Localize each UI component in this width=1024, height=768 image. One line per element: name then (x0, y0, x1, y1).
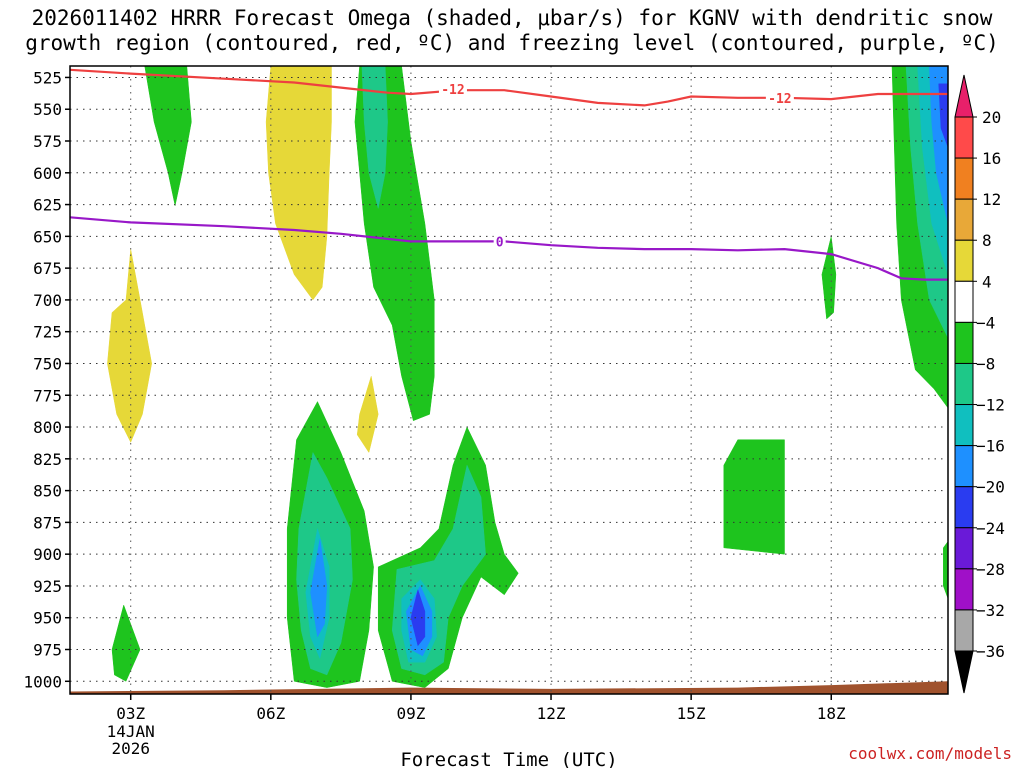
x-tick-label-18Z: 18Z (817, 704, 846, 723)
y-tick-label-575: 575 (33, 132, 62, 151)
omega-region-23 (938, 83, 948, 148)
y-tick-label-775: 775 (33, 386, 62, 405)
colorbar-bin-4-8 (954, 239, 974, 282)
x-tick-label-09Z: 09Z (396, 704, 425, 723)
title-line-1: 2026011402 HRRR Forecast Omega (shaded, … (31, 6, 993, 30)
colorbar-label--12: −12 (976, 396, 1005, 415)
colorbar-label-12: 12 (982, 190, 1001, 209)
omega-region-4 (107, 249, 152, 443)
y-tick-label-550: 550 (33, 100, 62, 119)
colorbar-bin--24--20 (954, 486, 974, 529)
colorbar-label--4: −4 (976, 313, 995, 332)
omega-region-14 (410, 588, 426, 647)
colorbar-bin--12--8 (954, 362, 974, 406)
chart-title: 2026011402 HRRR Forecast Omega (shaded, … (0, 6, 1024, 56)
colorbar-bin-16-20 (954, 116, 974, 159)
colorbar-bin--20--16 (954, 445, 974, 488)
colorbar-label--24: −24 (976, 519, 1005, 538)
colorbar-bin--4-4 (954, 280, 974, 323)
x-tick-label-06Z: 06Z (256, 704, 285, 723)
contour-label-2: 0 (496, 235, 504, 250)
y-tick-label-800: 800 (33, 418, 62, 437)
colorbar-label--32: −32 (976, 601, 1005, 620)
colorbar-label--8: −8 (976, 354, 995, 373)
plot-area: -12 -12 0 (70, 66, 948, 694)
colorbar-bottom-arrow (954, 650, 974, 694)
contour-0 (70, 216, 948, 281)
colorbar: 20 16 12 8 4 −4 −8 −12 −16 −20 −24 −28 −32 −36 (954, 74, 1005, 694)
y-tick-label-925: 925 (33, 577, 62, 596)
colorbar-bin-12-16 (954, 157, 974, 200)
omega-region-24 (943, 540, 948, 599)
colorbar-label-20: 20 (982, 108, 1001, 127)
colorbar-bin--8--4 (954, 321, 974, 364)
colorbar-top-arrow (954, 74, 974, 118)
y-tick-label-900: 900 (33, 545, 62, 564)
axes: 525 550 575 600 625 650 675 700 725 750 775 800 825 8… (23, 65, 949, 768)
y-tick-label-850: 850 (33, 482, 62, 501)
y-tick-label-950: 950 (33, 609, 62, 628)
y-tick-label-675: 675 (33, 259, 62, 278)
y-tick-label-600: 600 (33, 164, 62, 183)
omega-region-5 (356, 376, 379, 454)
y-tick-label-700: 700 (33, 291, 62, 310)
contour--12 (70, 68, 948, 107)
date-label-0: 14JAN (107, 722, 155, 741)
y-tick-label-725: 725 (33, 323, 62, 342)
x-axis-title: Forecast Time (UTC) (400, 749, 617, 768)
contour-label-bg-1 (765, 90, 794, 105)
colorbar-label--16: −16 (976, 437, 1005, 456)
colorbar-label-4: 4 (982, 272, 992, 291)
y-tick-label-650: 650 (33, 227, 62, 246)
title-line-2: growth region (contoured, red, ºC) and f… (25, 31, 999, 55)
omega-region-17 (821, 236, 837, 320)
y-tick-label-975: 975 (33, 641, 62, 660)
x-tick-label-03Z: 03Z (116, 704, 145, 723)
contour-label-1: -12 (768, 92, 791, 107)
colorbar-label-8: 8 (982, 231, 992, 250)
omega-region-15 (111, 604, 141, 682)
colorbar-bin--28--24 (954, 527, 974, 570)
colorbar-label--36: −36 (976, 642, 1005, 661)
contour-label-bg-0 (438, 81, 467, 96)
y-tick-label-750: 750 (33, 354, 62, 373)
plot-frame (69, 65, 949, 695)
omega-region-16 (723, 439, 785, 555)
terrain-fill (70, 681, 948, 694)
omega-region-0 (144, 66, 192, 206)
y-tick-label-875: 875 (33, 513, 62, 532)
colorbar-label--28: −28 (976, 560, 1005, 579)
colorbar-label-16: 16 (982, 149, 1001, 168)
credit-text: coolwx.com/models (848, 744, 1012, 763)
y-tick-label-625: 625 (33, 196, 62, 215)
colorbar-bin--32--28 (954, 568, 974, 611)
y-tick-label-825: 825 (33, 450, 62, 469)
y-tick-label-1000: 1000 (23, 672, 62, 691)
omega-region-3 (361, 66, 388, 209)
colorbar-bin--36--32 (954, 609, 974, 652)
y-tick-label-525: 525 (33, 68, 62, 87)
contour-label-0: -12 (441, 83, 464, 98)
omega-region-9 (310, 538, 328, 638)
x-tick-label-15Z: 15Z (677, 704, 706, 723)
date-label-1: 2026 (111, 739, 150, 758)
omega-region-1 (265, 66, 332, 301)
contour-label-bg-2 (493, 234, 506, 249)
colorbar-bin-8-12 (954, 198, 974, 241)
x-tick-label-12Z: 12Z (537, 704, 566, 723)
colorbar-bin--16--12 (954, 404, 974, 447)
colorbar-label--20: −20 (976, 478, 1005, 497)
